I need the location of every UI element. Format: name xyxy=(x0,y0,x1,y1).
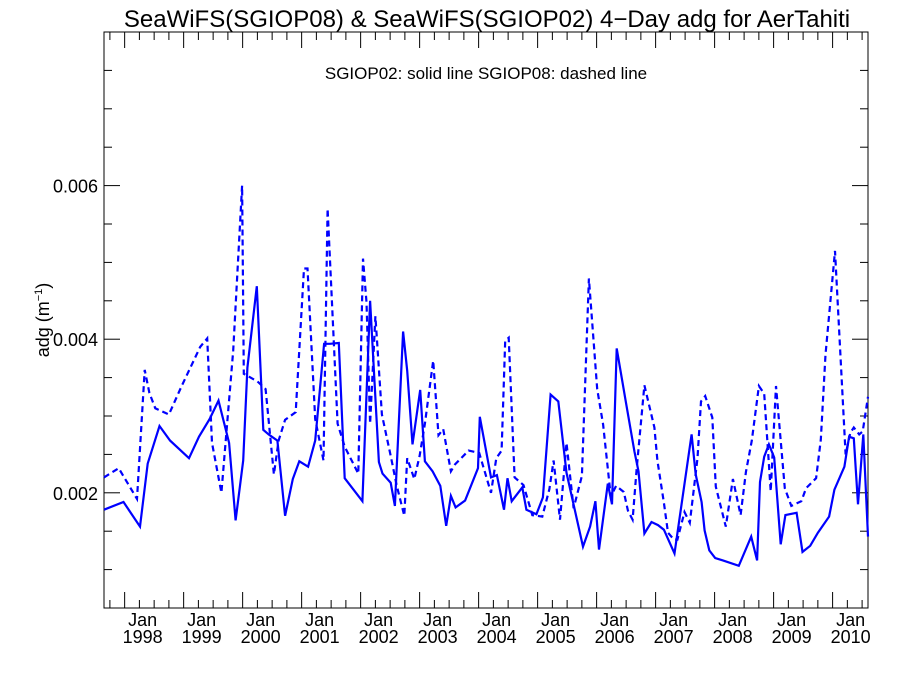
x-tick-year: 2006 xyxy=(595,627,635,647)
x-tick-year: 2003 xyxy=(418,627,458,647)
chart-title: SeaWiFS(SGIOP08) & SeaWiFS(SGIOP02) 4−Da… xyxy=(124,6,850,33)
y-tick-label: 0.006 xyxy=(53,177,98,197)
y-tick-label: 0.004 xyxy=(53,330,98,350)
series-layer xyxy=(103,185,870,568)
x-tick-year: 2000 xyxy=(241,627,281,647)
x-tick-month: Jan xyxy=(836,610,865,630)
series-line-solid xyxy=(103,286,870,568)
x-tick-year: 2010 xyxy=(831,627,871,647)
x-tick-year: 2001 xyxy=(300,627,340,647)
x-tick-month: Jan xyxy=(305,610,334,630)
x-tick-month: Jan xyxy=(364,610,393,630)
x-tick-year: 2004 xyxy=(477,627,517,647)
y-ticks: 0.002 0.004 0.006 xyxy=(53,31,868,609)
y-axis-label-close: ) xyxy=(33,283,53,289)
x-tick-month: Jan xyxy=(659,610,688,630)
x-tick-year: 2002 xyxy=(359,627,399,647)
x-tick-month: Jan xyxy=(423,610,452,630)
x-ticks: Jan1998Jan1999Jan2000Jan2001Jan2002Jan20… xyxy=(109,32,871,647)
x-tick-month: Jan xyxy=(600,610,629,630)
x-tick-month: Jan xyxy=(541,610,570,630)
y-tick-label: 0.002 xyxy=(53,484,98,504)
x-tick-year: 2008 xyxy=(713,627,753,647)
x-tick-month: Jan xyxy=(128,610,157,630)
x-tick-month: Jan xyxy=(246,610,275,630)
y-axis-label: adg (m−1) xyxy=(33,283,53,358)
svg-text:adg (m−1): adg (m−1) xyxy=(33,283,53,358)
line-style-annotation: SGIOP02: solid line SGIOP08: dashed line xyxy=(325,64,647,83)
x-tick-year: 2007 xyxy=(654,627,694,647)
plot-frame xyxy=(103,31,869,609)
x-tick-year: 2005 xyxy=(536,627,576,647)
x-tick-month: Jan xyxy=(718,610,747,630)
x-tick-year: 1999 xyxy=(182,627,222,647)
y-axis-label-text: adg (m xyxy=(33,301,53,357)
x-tick-year: 2009 xyxy=(772,627,812,647)
x-tick-month: Jan xyxy=(187,610,216,630)
y-axis-label-superscript: −1 xyxy=(33,289,45,302)
series-line-dashed xyxy=(103,185,870,541)
x-tick-month: Jan xyxy=(777,610,806,630)
x-tick-month: Jan xyxy=(482,610,511,630)
x-tick-year: 1998 xyxy=(123,627,163,647)
